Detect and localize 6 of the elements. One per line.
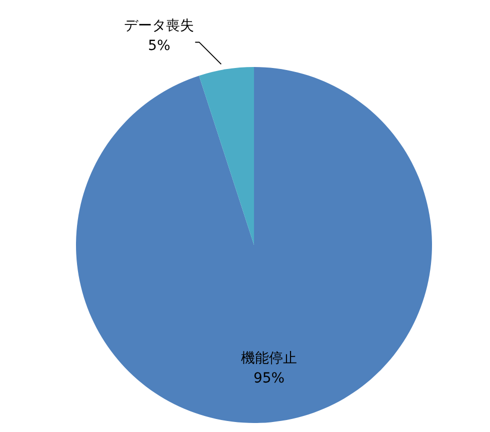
slice-label: データ喪失 xyxy=(124,18,194,34)
data-label: 95% xyxy=(253,370,285,387)
data-label: 5% xyxy=(148,38,170,54)
pie-slice xyxy=(198,67,254,245)
slice-label: 機能停止 xyxy=(241,350,298,367)
pie-slice xyxy=(76,67,432,423)
